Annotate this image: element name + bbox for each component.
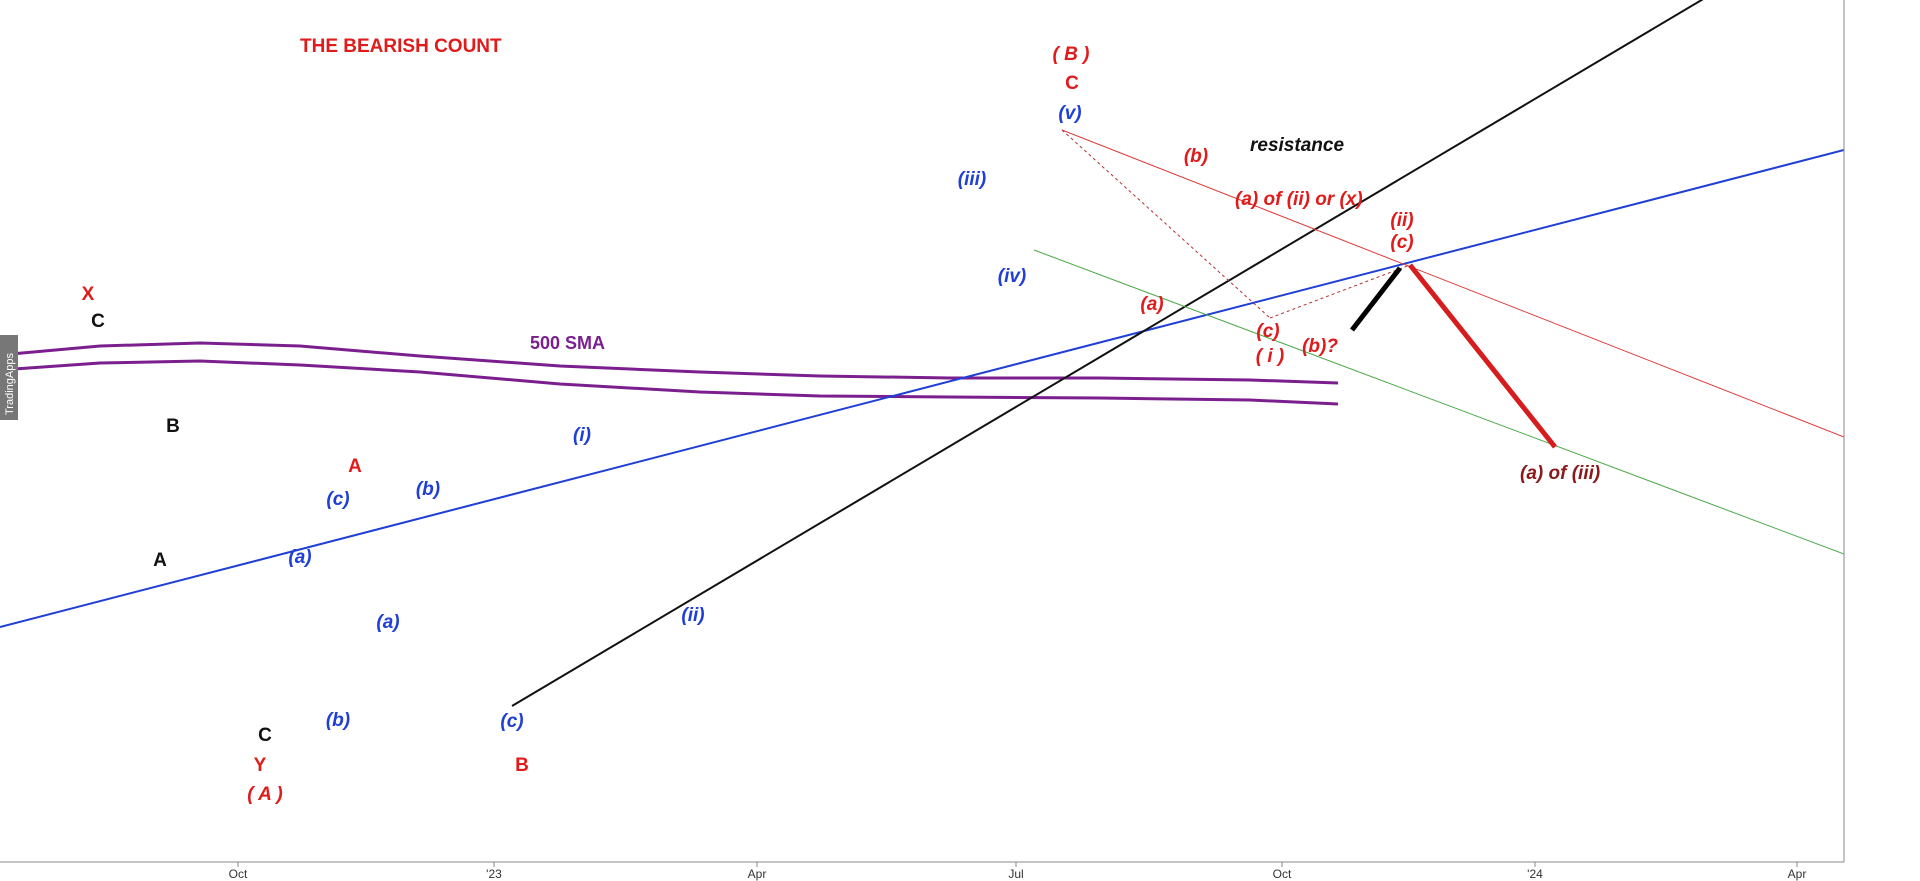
wave-label: A	[348, 456, 362, 477]
x-tick-label: Apr	[748, 867, 767, 881]
wave-label: Y	[254, 755, 267, 776]
wave-label: (ii)	[1390, 210, 1413, 231]
wave-label: (b)	[326, 710, 350, 731]
x-tick-label: Oct	[229, 867, 248, 881]
wave-label: X	[82, 284, 95, 305]
wave-label: (a)	[288, 547, 311, 568]
wave-label: B	[515, 755, 529, 776]
x-tick-label: '24	[1527, 867, 1543, 881]
wave-label: (c)	[500, 711, 523, 732]
wave-label: C	[91, 311, 105, 332]
wave-label: (b)?	[1302, 336, 1338, 357]
wave-label: (a)	[1140, 294, 1163, 315]
dashed-projection-2	[1269, 264, 1411, 319]
plot-area: 17,304.2916,731.8230.00% (14,769.29)41.4…	[0, 0, 1844, 805]
wave-label: (c)	[1390, 232, 1413, 253]
trend-lines-layer	[0, 0, 1844, 707]
watermark: TradingApps	[0, 335, 18, 420]
red-projection-arrow	[1408, 263, 1557, 449]
wave-label: (a)	[376, 612, 399, 633]
wave-label: (c)	[326, 489, 349, 510]
target-label: (a) of (iii)	[1520, 463, 1600, 484]
sma-line-1	[0, 341, 1339, 385]
wave-label: C	[258, 725, 272, 746]
wave-label: (iii)	[958, 169, 987, 190]
wave-label: B	[166, 416, 180, 437]
wave-label: (ii)	[681, 605, 704, 626]
blue-trendline	[0, 149, 1844, 628]
watermark-text: TradingApps	[4, 353, 16, 415]
sma-label: 500 SMA	[530, 333, 605, 353]
black-trendline	[511, 0, 1704, 707]
wave-label: C	[1065, 73, 1079, 94]
wave-label: ( A )	[247, 784, 283, 805]
red-channel-line	[1061, 129, 1844, 438]
x-tick-label: '23	[486, 867, 502, 881]
resistance-label: resistance	[1250, 135, 1344, 156]
wave-label: (v)	[1058, 103, 1081, 124]
chart-title: THE BEARISH COUNT	[300, 36, 502, 57]
zone-label: (a) of (ii) or (x)	[1235, 189, 1363, 210]
green-channel-line	[1033, 249, 1844, 555]
sma-line-2	[0, 359, 1339, 406]
wave-label: A	[153, 550, 167, 571]
dashed-projection-1	[1061, 129, 1271, 319]
wave-label: (b)	[416, 479, 440, 500]
wave-label: ( i )	[1256, 346, 1285, 367]
x-tick-label: Jul	[1008, 867, 1023, 881]
wave-label: (c)	[1256, 321, 1279, 342]
wave-label: (iv)	[998, 266, 1027, 287]
wave-label: ( B )	[1053, 44, 1090, 65]
plot-background	[0, 0, 1844, 862]
black-projection-arrow	[1350, 266, 1402, 332]
wave-label: (b)	[1184, 146, 1208, 167]
x-tick-label: Oct	[1273, 867, 1292, 881]
x-axis[interactable]: Oct '23 Apr Jul Oct '24 Apr	[229, 862, 1807, 881]
wave-label: (i)	[573, 425, 591, 446]
x-tick-label: Apr	[1788, 867, 1807, 881]
